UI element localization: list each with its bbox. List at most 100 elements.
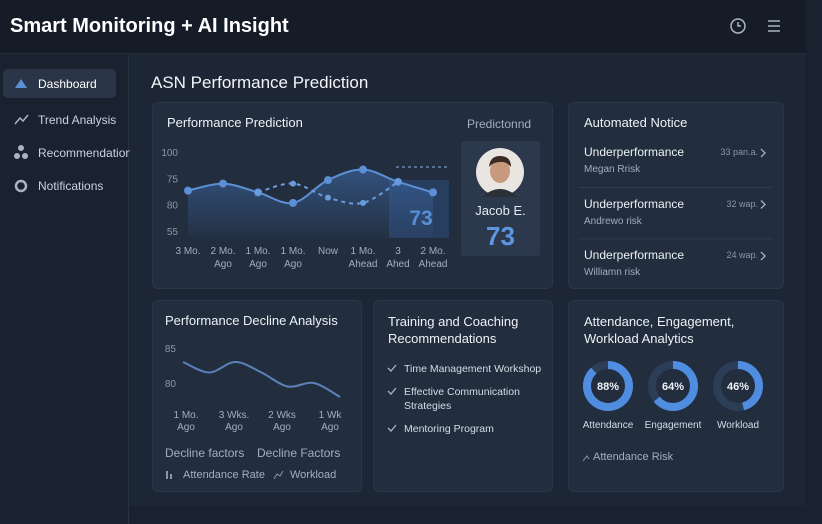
notice-person: Andrewo risk: [584, 215, 642, 227]
y-tick-label: 80: [167, 201, 179, 212]
legend-title: Decline factors: [165, 446, 245, 460]
training-item: Effective Communication Strategies: [404, 386, 520, 412]
nav-label: Trend Analysis: [38, 113, 117, 127]
x-tick-label: Ago: [249, 259, 267, 270]
x-tick-label: 3: [395, 246, 401, 257]
marker: [325, 194, 331, 201]
header-icons: [730, 18, 780, 34]
decline-card: [152, 300, 362, 492]
x-tick-label: 1 Mo.: [245, 246, 270, 257]
marker: [395, 178, 401, 185]
marker: [324, 176, 332, 185]
x-tick-label: 1 Wk: [319, 410, 343, 421]
donut-arc: [648, 361, 698, 411]
x-tick-label: Ago: [321, 422, 339, 433]
notice-title: Underperformance: [584, 196, 685, 211]
donut-name: Engagement: [645, 420, 702, 431]
check-icon: [387, 364, 397, 372]
x-tick-label: 1 Mo.: [173, 410, 198, 421]
clock-icon[interactable]: [730, 18, 746, 34]
y-tick-label: 80: [165, 379, 177, 390]
x-tick-label: 2 Wks: [268, 410, 296, 421]
donut-name: Workload: [717, 420, 759, 431]
notice-meta: 33 pan.a.: [720, 147, 758, 157]
card-title: Automated Notice: [584, 115, 688, 130]
x-tick-label: Ago: [273, 422, 291, 433]
x-tick-label: Ahed: [386, 259, 409, 270]
marker: [219, 179, 227, 188]
page-title: ASN Performance Prediction: [151, 73, 369, 92]
area: [188, 169, 433, 238]
y-tick-label: 75: [167, 174, 179, 185]
app-title: Smart Monitoring + AI Insight: [10, 15, 289, 37]
x-tick-label: 3 Wks.: [219, 410, 250, 421]
x-tick-label: Now: [318, 246, 339, 257]
notice-meta: 32 wap.: [726, 198, 758, 209]
nav-item[interactable]: Notifications: [3, 171, 116, 200]
x-tick-label: Ahead: [419, 259, 448, 270]
y-tick-label: 85: [165, 344, 177, 355]
x-tick-label: 1 Mo.: [350, 246, 375, 257]
training-card: [373, 300, 553, 492]
sidebar: [0, 54, 129, 524]
x-tick-label: Ago: [225, 422, 243, 433]
side-label: Predictonnd: [467, 117, 532, 131]
notice-title: Underperformance: [584, 145, 685, 159]
marker: [359, 165, 367, 174]
donut-label: 88%: [597, 381, 619, 393]
nav-item[interactable]: Recommendations: [3, 138, 138, 167]
header: [0, 0, 806, 54]
notice-person: Megan Rrisk: [584, 164, 641, 175]
nav-label: Notifications: [38, 179, 104, 193]
donut-label: 64%: [662, 381, 684, 393]
nav-label: Dashboard: [38, 77, 97, 91]
marker: [429, 188, 437, 197]
check-icon: [387, 424, 397, 432]
profile-name: Jacob E.: [475, 203, 526, 218]
x-tick-label: 2 Mo.: [420, 246, 445, 257]
card-title: Attendance, Engagement, Workload Analyti…: [584, 314, 735, 346]
avatar: [476, 148, 524, 197]
x-tick-label: 3 Mo.: [175, 246, 200, 257]
legend-icon: [582, 455, 590, 462]
notice-person: Williamn risk: [584, 267, 641, 278]
line: [182, 360, 341, 398]
legend-icon: [273, 470, 284, 480]
menu-icon[interactable]: [768, 20, 780, 32]
notice-card: [568, 102, 784, 289]
marker: [289, 198, 297, 207]
check-icon: [387, 387, 397, 395]
x-tick-label: 2 Mo.: [210, 246, 235, 257]
marker: [255, 189, 261, 196]
notice-title: Underperformance: [584, 248, 685, 262]
profile-score: 73: [486, 221, 515, 251]
legend-item: Workload: [290, 469, 337, 481]
donut-arc: [713, 361, 763, 411]
y-tick-label: 100: [161, 148, 178, 159]
legend-item: Attendance Rate: [183, 469, 265, 481]
training-item: Time Management Workshop: [404, 363, 542, 375]
nav-item[interactable]: Dashboard: [3, 69, 116, 98]
legend-title: Decline Factors: [257, 446, 341, 460]
legend-icon: [166, 471, 168, 479]
x-tick-label: Ago: [177, 422, 195, 433]
chevron: [760, 148, 766, 158]
donut-name: Attendance: [583, 420, 634, 431]
y-tick-label: 55: [167, 227, 179, 238]
nav-item[interactable]: Trend Analysis: [3, 105, 116, 134]
training-item: Mentoring Program: [404, 423, 494, 435]
nav-icons: [14, 79, 29, 193]
donut-arc: [583, 361, 633, 411]
x-tick-label: 1 Mo.: [280, 246, 305, 257]
marker: [360, 199, 366, 206]
chevron: [760, 251, 766, 261]
notice-meta: 24 wap.: [726, 250, 758, 260]
x-tick-label: Ahead: [349, 259, 378, 270]
analytics-footer: Attendance Risk: [593, 451, 674, 463]
x-tick-label: Ago: [284, 259, 302, 270]
analytics-card: [568, 300, 784, 492]
donut-label: 46%: [727, 381, 749, 393]
x-tick-label: Ago: [214, 259, 232, 270]
